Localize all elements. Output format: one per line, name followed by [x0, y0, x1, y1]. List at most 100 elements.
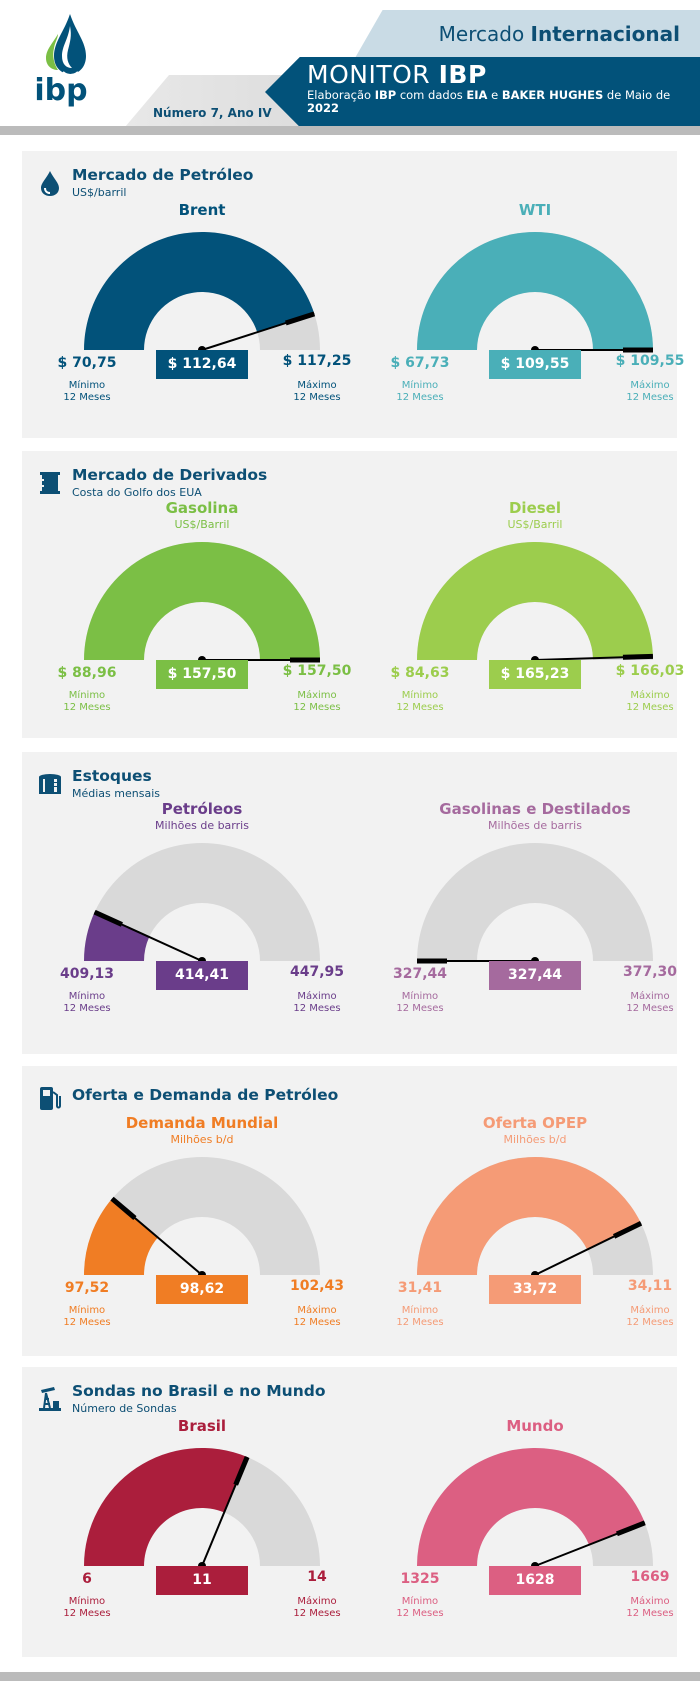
gauge-fill	[84, 542, 320, 660]
gauge-fill	[84, 231, 315, 350]
gauge-unit: US$/Barril	[507, 518, 563, 531]
gauge-min-label: Mínimo 12 Meses	[396, 1305, 444, 1328]
gauge-dial	[417, 1448, 653, 1570]
gauge-min-value: $ 67,73	[390, 355, 450, 371]
gauge-dial	[417, 542, 654, 664]
gauge-track	[417, 843, 653, 961]
barrel-icon	[40, 472, 60, 494]
gauge-needle-tip	[110, 1196, 137, 1220]
gauge-brent: Brent $ 112,64 $ 70,75 $ 117,25 Mínimo 12 Mes…	[52, 201, 352, 431]
gauge-title: Brasil	[177, 1417, 227, 1435]
panel-title: Estoques	[72, 767, 152, 785]
section-banner	[355, 10, 700, 58]
gauge-min-value: 1325	[400, 1571, 440, 1587]
gauge-current-value: $ 165,23	[489, 660, 581, 689]
gauge-current-value: 98,62	[156, 1275, 248, 1304]
panel-barrel: Mercado de Derivados Costa do Golfo dos E…	[22, 451, 684, 738]
gauge-min-value: 97,52	[64, 1280, 110, 1296]
gauge-min-label: Mínimo 12 Meses	[63, 690, 111, 713]
gauge-min-label: Mínimo 12 Meses	[396, 690, 444, 713]
section-title: Mercado Internacional	[438, 22, 680, 46]
gauge-diesel: Diesel US$/Barril $ 165,23 $ 84,63 $ 166,03 M…	[385, 499, 685, 729]
gauge-needle-tip	[285, 311, 316, 326]
gauge-title: Petróleos	[161, 800, 243, 818]
gauge-max-value: $ 117,25	[282, 353, 352, 369]
gauge-max-value: 1669	[630, 1569, 670, 1585]
ibp-logo: ibp	[34, 14, 88, 108]
gauge-max-label: Máximo 12 Meses	[293, 380, 341, 403]
gauge-fill	[417, 1157, 642, 1275]
gauge-min-label: Mínimo 12 Meses	[396, 380, 444, 403]
gauge-current-value: 327,44	[489, 961, 581, 990]
gauge-min-value: $ 88,96	[57, 665, 117, 681]
gauge-max-value: $ 109,55	[615, 353, 685, 369]
report-title: MONITOR IBP	[307, 60, 487, 89]
gauge-needle-tip	[622, 653, 654, 660]
oil-rig-icon	[39, 1387, 61, 1411]
gauge-max-value: 34,11	[627, 1278, 673, 1294]
gauge-current-value: 1628	[489, 1566, 581, 1595]
gauge-unit: Milhões de barris	[155, 819, 249, 832]
gauge-mundo: Mundo 1628 1325 1669 Mínimo 12 Meses Máximo 12 …	[385, 1417, 685, 1647]
gauge-min-label: Mínimo 12 Meses	[396, 991, 444, 1014]
gauge-min-value: $ 84,63	[390, 665, 450, 681]
gauge-max-label: Máximo 12 Meses	[626, 690, 674, 713]
gauge-max-label: Máximo 12 Meses	[626, 1305, 674, 1328]
gauge-title: Diesel	[508, 499, 561, 517]
gauge-title: Gasolinas e Destilados	[439, 800, 631, 818]
panel-oil-rig: Sondas no Brasil e no Mundo Número de Son…	[22, 1367, 677, 1657]
panel-title: Mercado de Petróleo	[72, 166, 254, 184]
gauge-title: Oferta OPEP	[482, 1114, 588, 1132]
gauge-min-label: Mínimo 12 Meses	[396, 1596, 444, 1619]
gauge-needle-tip	[93, 909, 123, 927]
gauge-dial	[84, 542, 320, 664]
gauge-current-value: $ 112,64	[156, 350, 248, 379]
gauge-fill	[417, 542, 653, 660]
gauge-max-value: 447,95	[289, 964, 345, 980]
fuel-pump-icon	[40, 1087, 61, 1110]
gauge-min-value: 31,41	[397, 1280, 443, 1296]
panel-title: Sondas no Brasil e no Mundo	[72, 1382, 326, 1400]
gauge-min-label: Mínimo 12 Meses	[63, 380, 111, 403]
panel-fuel-pump: Oferta e Demanda de Petróleo Demanda Mund…	[22, 1066, 677, 1356]
gauge-track	[84, 843, 320, 961]
oil-drop-icon	[41, 171, 59, 196]
gauge-needle-tip	[233, 1456, 250, 1486]
gauge-min-label: Mínimo 12 Meses	[63, 1596, 111, 1619]
gauge-dial	[84, 843, 320, 965]
svg-text:ibp: ibp	[34, 73, 87, 108]
report-source: Elaboração IBP com dados EIA e BAKER HUG…	[307, 88, 671, 115]
gauge-fill	[417, 232, 653, 350]
gauge-dial	[84, 1157, 320, 1279]
gauge-fill	[84, 1448, 248, 1566]
gauge-fill	[84, 912, 150, 961]
panel-subtitle: US$/barril	[72, 186, 127, 199]
gauge-fill	[84, 1198, 158, 1275]
panel-title: Oferta e Demanda de Petróleo	[72, 1086, 339, 1104]
gauge-current-value: $ 157,50	[156, 660, 248, 689]
gauge-max-label: Máximo 12 Meses	[293, 991, 341, 1014]
gauge-dial	[417, 1157, 653, 1279]
gauge-dial	[84, 1448, 320, 1570]
gauge-unit: US$/Barril	[174, 518, 230, 531]
gauge-current-value: 414,41	[156, 961, 248, 990]
gauge-current-value: 11	[156, 1566, 248, 1595]
gauge-current-value: 33,72	[489, 1275, 581, 1304]
gauge-max-value: $ 157,50	[282, 663, 352, 679]
gauge-min-value: 6	[82, 1571, 92, 1587]
gauge-title: Brent	[178, 201, 226, 219]
gauge-needle-tip	[615, 1520, 646, 1537]
title-banner	[265, 57, 700, 127]
gauge-unit: Milhões de barris	[488, 819, 582, 832]
header-divider	[0, 126, 700, 135]
report-header: ibp Mercado Internacional MONITOR IBP El…	[0, 0, 700, 135]
panel-title: Mercado de Derivados	[72, 466, 268, 484]
gauge-max-value: $ 166,03	[615, 663, 685, 679]
gauge-max-value: 102,43	[289, 1278, 345, 1294]
gauge-max-value: 377,30	[622, 964, 678, 980]
gauge-min-value: 327,44	[392, 966, 448, 982]
gauge-min-value: 409,13	[59, 966, 115, 982]
gauge-max-value: 14	[307, 1569, 327, 1585]
gauge-max-label: Máximo 12 Meses	[293, 690, 341, 713]
gauge-oferta-opep: Oferta OPEP Milhões b/d 33,72 31,41 34,11 Mín…	[385, 1114, 685, 1344]
